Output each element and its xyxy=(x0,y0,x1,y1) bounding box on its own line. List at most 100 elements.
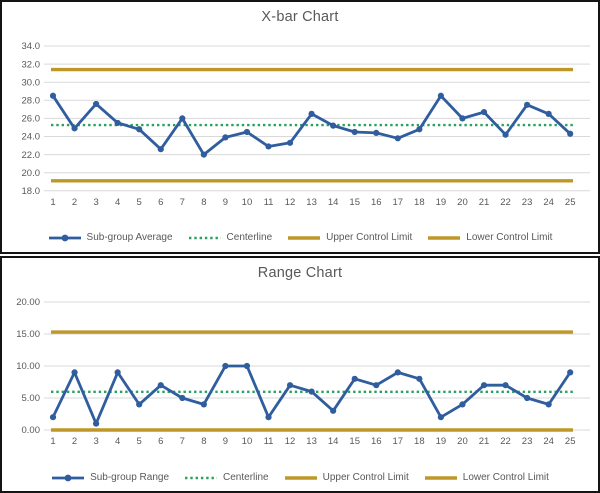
legend-swatch xyxy=(188,236,221,239)
y-axis-tick-label: 5.00 xyxy=(22,393,41,404)
data-point-marker xyxy=(524,101,531,108)
x-axis-tick-label: 7 xyxy=(180,436,185,447)
data-point-marker xyxy=(114,369,121,376)
x-axis-tick-label: 20 xyxy=(457,436,468,447)
x-axis-tick-label: 8 xyxy=(201,436,206,447)
x-axis-tick-label: 6 xyxy=(158,436,163,447)
data-point-marker xyxy=(222,134,229,141)
data-point-marker xyxy=(545,401,552,408)
data-point-marker xyxy=(330,122,337,129)
legend-label: Lower Control Limit xyxy=(466,232,553,243)
x-axis-tick-label: 4 xyxy=(115,197,120,208)
xbar-chart-legend: Sub-group Average Centerline Upper Control… xyxy=(2,232,598,243)
data-point-marker xyxy=(437,414,444,421)
x-axis-tick-label: 18 xyxy=(414,436,425,447)
data-point-marker xyxy=(394,135,401,142)
data-point-marker xyxy=(71,369,78,376)
x-axis-tick-label: 16 xyxy=(371,436,382,447)
x-axis-tick-label: 11 xyxy=(264,436,274,447)
x-axis-tick-label: 12 xyxy=(285,436,296,447)
x-axis-tick-label: 10 xyxy=(242,197,253,208)
legend-item-lower-control-limit: Lower Control Limit xyxy=(424,472,549,483)
data-point-marker xyxy=(351,375,358,382)
data-point-marker xyxy=(265,143,272,150)
data-point-marker xyxy=(179,115,186,122)
y-axis-tick-label: 0.00 xyxy=(22,425,41,436)
data-point-marker xyxy=(114,119,121,127)
series-sub-group-range xyxy=(51,364,572,426)
data-point-marker xyxy=(286,382,294,389)
x-axis-tick-label: 2 xyxy=(72,197,77,208)
x-axis-tick-label: 25 xyxy=(565,436,576,447)
x-axis-tick-label: 11 xyxy=(264,197,274,208)
data-point-marker xyxy=(200,401,207,408)
x-axis-tick-label: 13 xyxy=(306,197,317,208)
data-point-marker xyxy=(265,414,272,421)
legend-swatch xyxy=(52,474,85,481)
legend-swatch xyxy=(284,475,317,480)
x-axis-tick-label: 22 xyxy=(500,436,511,447)
legend-item-centerline: Centerline xyxy=(184,472,269,483)
data-point-marker xyxy=(394,369,401,376)
data-point-marker xyxy=(93,420,100,427)
x-axis-tick-label: 15 xyxy=(349,436,360,447)
legend-label: Centerline xyxy=(223,472,269,483)
legend-label: Upper Control Limit xyxy=(322,472,409,483)
data-point-marker xyxy=(49,414,57,421)
data-point-marker xyxy=(480,108,488,116)
x-axis-tick-label: 6 xyxy=(158,197,163,208)
legend-label: Sub-group Range xyxy=(90,472,170,483)
x-axis-tick-label: 5 xyxy=(137,436,142,447)
legend-item-upper-control-limit: Upper Control Limit xyxy=(287,232,412,243)
data-point-marker xyxy=(567,130,574,137)
data-point-marker xyxy=(502,131,509,138)
data-point-marker xyxy=(459,401,466,408)
data-point-marker xyxy=(373,129,380,136)
y-axis-tick-label: 15.00 xyxy=(16,329,40,340)
x-axis-tick-label: 9 xyxy=(223,436,228,447)
legend-label: Lower Control Limit xyxy=(462,472,549,483)
x-axis-tick-label: 19 xyxy=(436,436,447,447)
data-point-marker xyxy=(308,110,315,117)
legend-label: Upper Control Limit xyxy=(326,232,413,243)
xbar-chart-plot: 34.032.030.028.026.024.022.020.018.01 2 3 4… xyxy=(22,41,590,208)
x-axis-tick-label: 22 xyxy=(500,197,511,208)
legend-swatch xyxy=(185,476,218,479)
range-chart-panel: Range Chart 20.00 15.00 10.00 5.00 0.00 1 2 3 4 5… xyxy=(0,256,600,493)
y-axis-tick-label: 22.0 xyxy=(22,150,41,161)
data-point-marker xyxy=(351,128,358,136)
legend-swatch xyxy=(424,475,457,480)
x-axis-tick-label: 16 xyxy=(371,197,382,208)
y-axis-tick-label: 28.0 xyxy=(22,96,41,107)
data-point-marker xyxy=(416,375,423,382)
data-point-marker xyxy=(71,125,78,132)
data-point-marker xyxy=(222,362,229,370)
legend-item-sub-group-average: Sub-group Average xyxy=(48,232,173,243)
x-axis-tick-label: 15 xyxy=(349,197,360,208)
legend-swatch xyxy=(48,234,81,241)
legend-item-lower-control-limit: Lower Control Limit xyxy=(427,232,552,243)
x-axis-tick-label: 21 xyxy=(479,436,490,447)
data-point-marker xyxy=(308,388,315,395)
data-point-marker xyxy=(330,407,337,414)
data-point-marker xyxy=(459,115,466,122)
data-point-marker xyxy=(49,92,57,99)
range-chart-legend: Sub-group Range Centerline Upper Control L… xyxy=(2,472,598,483)
x-axis-tick-label: 4 xyxy=(115,436,120,447)
x-axis-tick-label: 1 xyxy=(50,197,55,208)
x-axis-tick-label: 5 xyxy=(137,197,142,208)
x-axis-tick-label: 21 xyxy=(479,197,490,208)
data-point-marker xyxy=(286,139,294,146)
data-point-marker xyxy=(567,369,574,376)
data-point-marker xyxy=(136,126,143,133)
y-axis-tick-label: 10.00 xyxy=(16,361,40,372)
x-axis-tick-label: 1 xyxy=(50,436,55,447)
y-axis-tick-label: 30.0 xyxy=(22,77,41,88)
data-point-marker xyxy=(437,92,444,99)
x-axis-tick-label: 7 xyxy=(180,197,185,208)
x-axis-tick-label: 8 xyxy=(201,197,206,208)
legend-swatch xyxy=(288,235,321,240)
x-axis-tick-label: 20 xyxy=(457,197,468,208)
